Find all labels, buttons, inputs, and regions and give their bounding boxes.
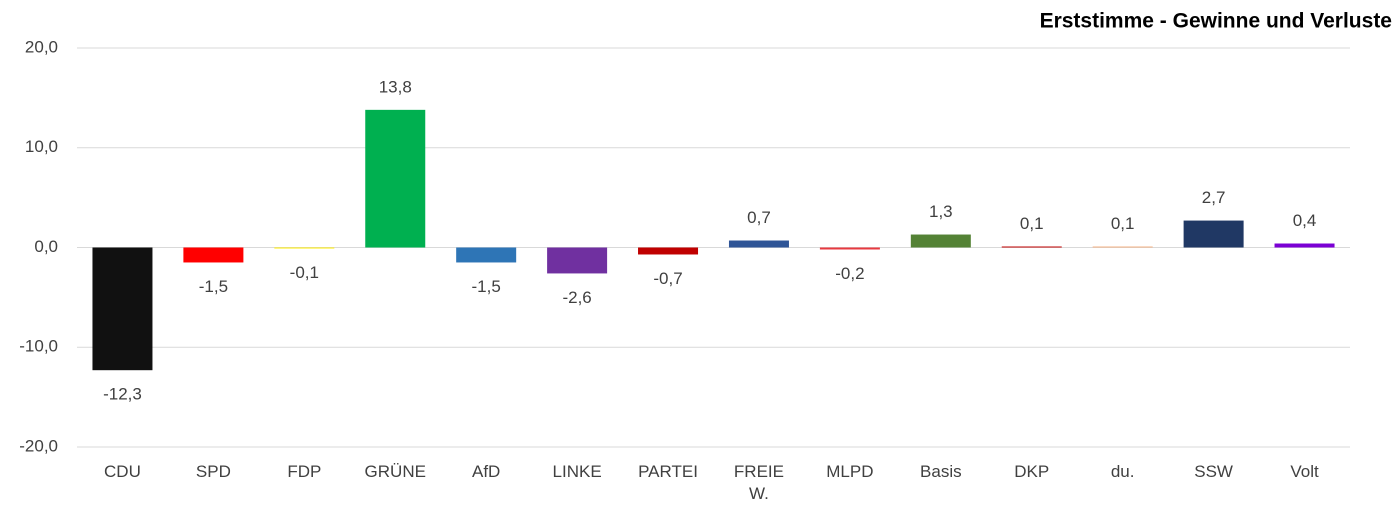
y-tick-label: 10,0	[25, 137, 58, 156]
data-label: -0,1	[290, 263, 319, 282]
x-tick-label: du.	[1111, 462, 1135, 481]
data-label: 2,7	[1202, 188, 1226, 207]
x-tick-label: Basis	[920, 462, 962, 481]
bar	[728, 240, 789, 248]
data-label: -0,7	[653, 269, 682, 288]
data-label: 0,1	[1111, 214, 1135, 233]
x-tick-label: Volt	[1290, 462, 1319, 481]
x-tick-label: DKP	[1014, 462, 1049, 481]
data-label: -0,2	[835, 264, 864, 283]
y-tick-label: -10,0	[19, 337, 58, 356]
x-tick-label: FREIE W.	[734, 462, 784, 503]
data-label: -2,6	[562, 288, 591, 307]
x-tick-label: AfD	[472, 462, 500, 481]
chart-title: Erststimme - Gewinne und Verluste	[1040, 10, 1392, 33]
y-tick-label: 20,0	[25, 37, 58, 56]
y-tick-label: -20,0	[19, 436, 58, 455]
data-label: 0,7	[747, 208, 771, 227]
bar	[1183, 220, 1244, 248]
bar	[183, 247, 244, 263]
data-label: -12,3	[103, 385, 142, 404]
x-tick-label: MLPD	[826, 462, 873, 481]
bar	[547, 247, 608, 274]
x-tick-label: SPD	[196, 462, 231, 481]
x-tick-label: PARTEI	[638, 462, 698, 481]
data-label: -1,5	[199, 277, 228, 296]
x-tick-label: LINKE	[553, 462, 602, 481]
bar	[638, 247, 699, 255]
bar	[1274, 243, 1335, 248]
bar	[365, 109, 426, 248]
x-tick-label: CDU	[104, 462, 141, 481]
bar	[1092, 246, 1153, 248]
bar	[274, 247, 335, 249]
x-tick-label: SSW	[1194, 462, 1233, 481]
bar	[819, 247, 880, 250]
bar	[1001, 246, 1062, 248]
bar	[92, 247, 153, 371]
bar	[456, 247, 517, 263]
x-tick-label: GRÜNE	[365, 462, 426, 481]
data-label: 0,1	[1020, 214, 1044, 233]
data-label: 1,3	[929, 202, 953, 221]
bar	[910, 234, 971, 248]
data-label: 13,8	[379, 77, 412, 96]
data-label: -1,5	[472, 277, 501, 296]
data-label: 0,4	[1293, 211, 1317, 230]
x-tick-label: FDP	[287, 462, 321, 481]
y-tick-label: 0,0	[34, 237, 58, 256]
